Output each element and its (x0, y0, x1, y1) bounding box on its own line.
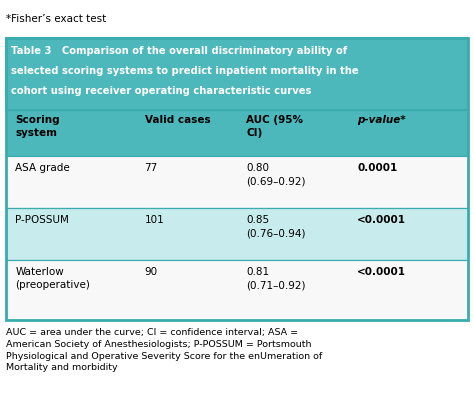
Bar (6, 38, 468, 110)
Text: 90: 90 (145, 267, 158, 277)
Text: p-value*: p-value* (357, 115, 406, 125)
Text: 0.81
(0.71–0.92): 0.81 (0.71–0.92) (246, 267, 306, 290)
Text: P-POSSUM: P-POSSUM (15, 215, 69, 225)
Text: AUC (95%
CI): AUC (95% CI) (246, 115, 303, 138)
Text: cohort using receiver operating characteristic curves: cohort using receiver operating characte… (11, 86, 311, 96)
Text: <0.0001: <0.0001 (357, 267, 406, 277)
Text: Waterlow
(preoperative): Waterlow (preoperative) (15, 267, 90, 290)
Bar (6, 110, 468, 156)
Text: 0.80
(0.69–0.92): 0.80 (0.69–0.92) (246, 163, 306, 186)
Text: AUC = area under the curve; CI = confidence interval; ASA =
American Society of : AUC = area under the curve; CI = confide… (6, 328, 322, 373)
Bar (6, 156, 468, 208)
Text: Scoring
system: Scoring system (15, 115, 60, 138)
Text: *Fisher’s exact test: *Fisher’s exact test (6, 14, 106, 24)
Bar (6, 260, 468, 320)
Text: Valid cases: Valid cases (145, 115, 210, 125)
Text: 101: 101 (145, 215, 164, 225)
Text: 77: 77 (145, 163, 158, 173)
Bar (6, 208, 468, 260)
Text: Table 3   Comparison of the overall discriminatory ability of: Table 3 Comparison of the overall discri… (11, 46, 347, 56)
Text: selected scoring systems to predict inpatient mortality in the: selected scoring systems to predict inpa… (11, 66, 359, 76)
Text: <0.0001: <0.0001 (357, 215, 406, 225)
Text: ASA grade: ASA grade (15, 163, 70, 173)
Text: 0.85
(0.76–0.94): 0.85 (0.76–0.94) (246, 215, 306, 238)
Text: 0.0001: 0.0001 (357, 163, 397, 173)
Bar (6, 38, 468, 320)
